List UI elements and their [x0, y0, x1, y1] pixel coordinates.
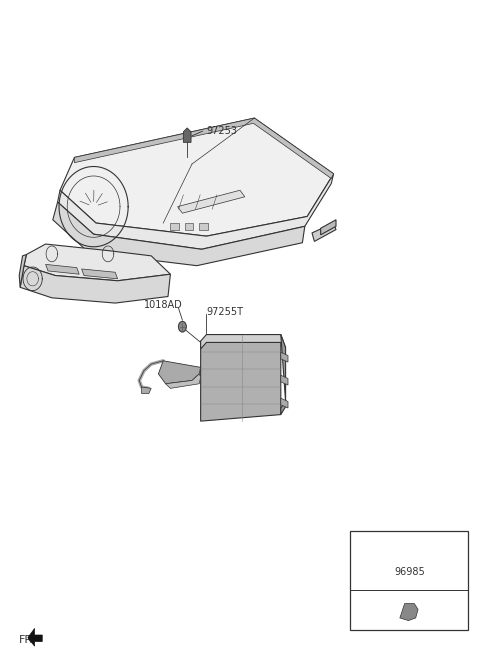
- Circle shape: [179, 321, 186, 332]
- Text: 96985: 96985: [394, 567, 425, 577]
- Polygon shape: [201, 335, 286, 349]
- Bar: [350, 531, 468, 630]
- Text: 97253: 97253: [206, 126, 238, 136]
- Text: FR.: FR.: [19, 634, 36, 645]
- Polygon shape: [185, 223, 193, 230]
- Polygon shape: [53, 202, 305, 266]
- Polygon shape: [19, 255, 26, 287]
- Polygon shape: [58, 174, 334, 249]
- Polygon shape: [321, 220, 336, 235]
- Polygon shape: [281, 398, 288, 408]
- Polygon shape: [201, 335, 281, 421]
- Text: 97255T: 97255T: [206, 306, 243, 317]
- Polygon shape: [400, 604, 418, 621]
- Polygon shape: [312, 223, 336, 241]
- Polygon shape: [28, 628, 42, 646]
- Polygon shape: [178, 190, 245, 213]
- Polygon shape: [183, 128, 191, 142]
- Polygon shape: [82, 269, 118, 279]
- Polygon shape: [170, 223, 179, 230]
- Polygon shape: [281, 335, 286, 415]
- Text: 1018AD: 1018AD: [144, 300, 183, 310]
- Polygon shape: [281, 375, 288, 385]
- Polygon shape: [142, 387, 151, 394]
- Polygon shape: [20, 266, 170, 303]
- Polygon shape: [60, 118, 334, 236]
- Polygon shape: [281, 352, 288, 362]
- Polygon shape: [166, 374, 201, 388]
- Polygon shape: [74, 118, 334, 178]
- Polygon shape: [199, 223, 208, 230]
- Polygon shape: [24, 244, 170, 281]
- Polygon shape: [46, 264, 79, 274]
- Polygon shape: [158, 361, 201, 384]
